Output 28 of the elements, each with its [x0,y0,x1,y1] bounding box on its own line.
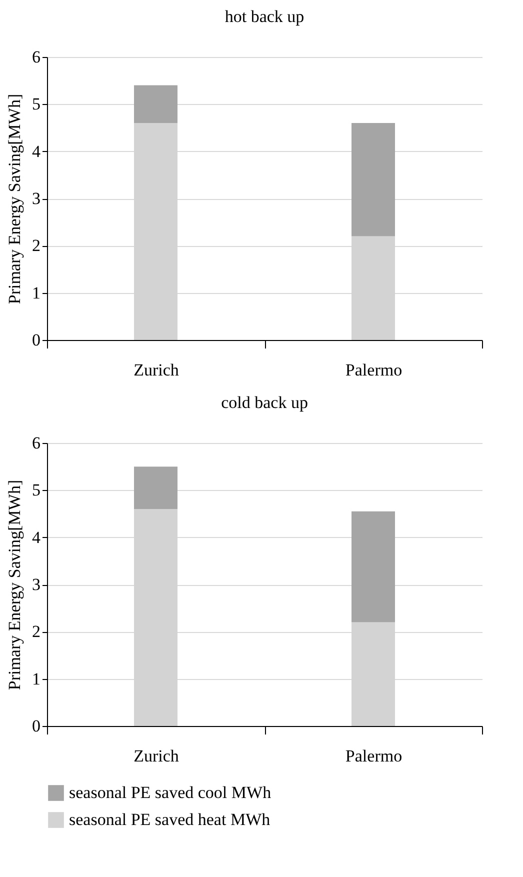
chart-title: cold back up [221,393,308,412]
legend-label: seasonal PE saved heat MWh [69,810,271,829]
y-tick-label: 4 [32,142,41,161]
bar [352,511,395,622]
y-tick-label: 6 [32,434,40,452]
y-tick-label: 0 [32,330,40,350]
y-tick-label: 6 [32,48,40,66]
y-axis-title: Primary Energy Saving[MWh] [5,480,24,690]
x-tick-label: Zurich [134,746,180,766]
y-tick-label: 3 [32,575,40,594]
x-tick-label: Zurich [134,360,180,380]
y-tick-label: 0 [32,716,40,736]
y-tick-label: 3 [32,189,40,208]
y-tick-label: 2 [32,236,40,256]
x-tick-label: Palermo [345,360,402,380]
y-tick-label: 4 [32,528,41,547]
y-tick-label: 1 [32,669,40,688]
bar [352,123,395,236]
legend-label: seasonal PE saved cool MWh [69,783,272,802]
y-tick-label: 1 [32,283,40,302]
bar [134,85,178,124]
x-tick-label: Palermo [345,746,402,766]
y-axis-title: Primary Energy Saving[MWh] [5,94,24,304]
y-tick-label: 5 [32,480,40,500]
chart-title: hot back up [224,7,304,26]
y-tick-label: 5 [32,94,40,114]
y-tick-label: 2 [32,622,40,642]
bar [134,466,178,510]
